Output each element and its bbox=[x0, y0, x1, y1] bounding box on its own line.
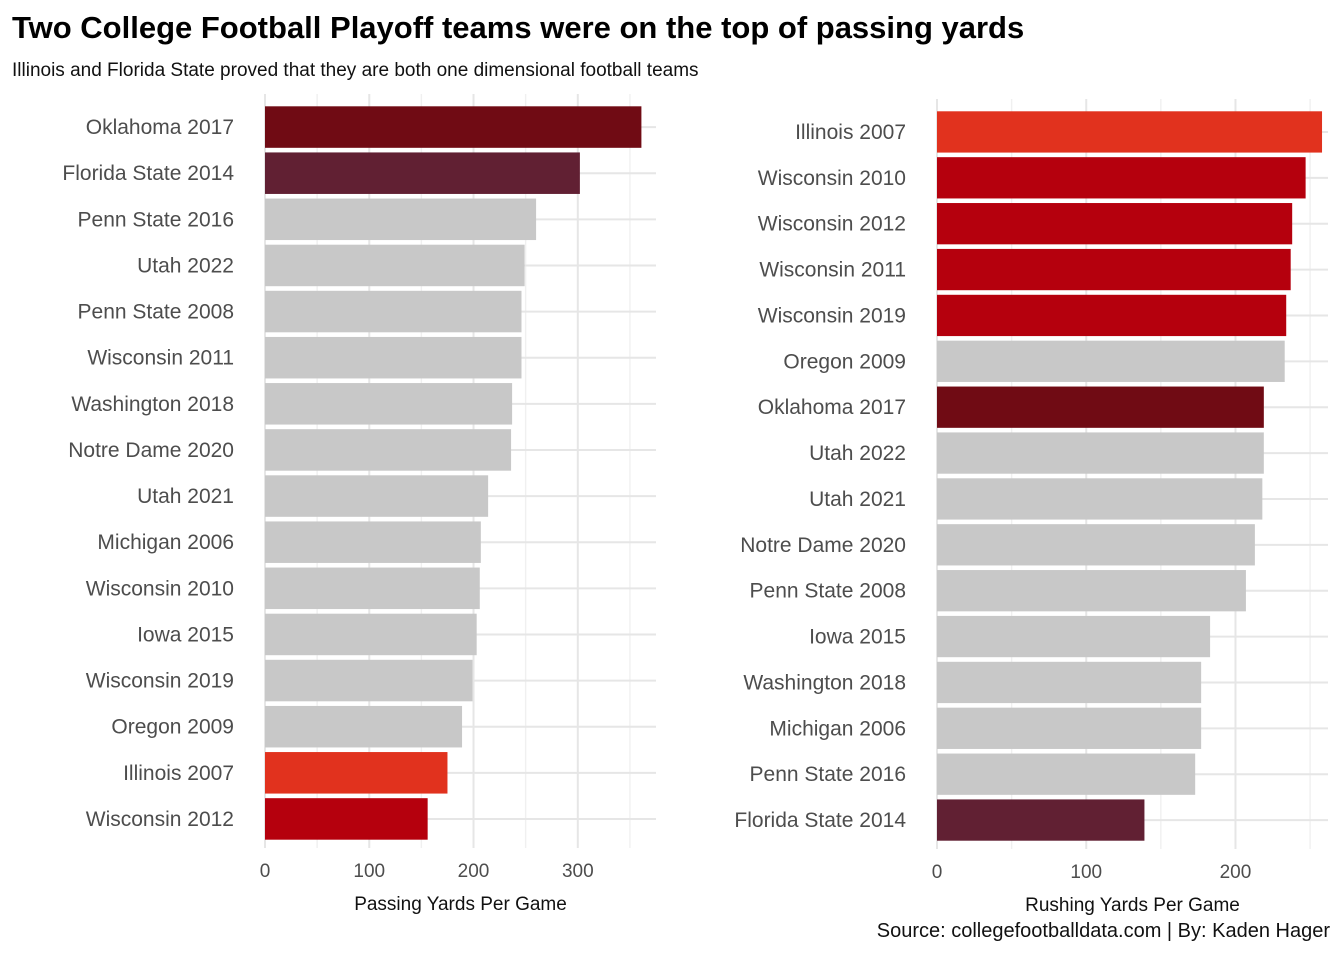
bar bbox=[265, 336, 522, 379]
chart-subtitle: Illinois and Florida State proved that t… bbox=[12, 60, 699, 81]
category-label: Wisconsin 2011 bbox=[759, 259, 906, 282]
bar bbox=[265, 705, 463, 748]
bar bbox=[937, 524, 1255, 566]
category-label: Wisconsin 2012 bbox=[758, 213, 906, 236]
category-label: Utah 2021 bbox=[137, 485, 234, 508]
x-tick-label: 100 bbox=[1070, 862, 1102, 883]
bar bbox=[937, 248, 1291, 291]
bar bbox=[937, 386, 1264, 428]
bar bbox=[937, 753, 1196, 795]
category-label: Iowa 2015 bbox=[809, 626, 906, 649]
bar bbox=[265, 798, 428, 840]
bar bbox=[265, 475, 489, 517]
x-tick-label: 200 bbox=[458, 861, 490, 882]
category-label: Wisconsin 2010 bbox=[758, 167, 906, 190]
category-label: Illinois 2007 bbox=[795, 121, 906, 144]
category-label: Iowa 2015 bbox=[137, 623, 234, 646]
chart-title: Two College Football Playoff teams were … bbox=[12, 10, 1025, 45]
category-label: Wisconsin 2010 bbox=[86, 577, 234, 600]
category-label: Florida State 2014 bbox=[62, 162, 234, 185]
bar bbox=[937, 203, 1293, 245]
category-label: Utah 2022 bbox=[137, 254, 234, 277]
bar bbox=[265, 152, 580, 194]
category-label: Illinois 2007 bbox=[123, 762, 234, 785]
x-tick-label: 300 bbox=[562, 861, 594, 882]
bar bbox=[265, 659, 473, 702]
x-tick-label: 0 bbox=[260, 861, 271, 882]
bar bbox=[265, 521, 481, 563]
bar bbox=[265, 106, 642, 148]
bar bbox=[937, 340, 1285, 382]
category-label: Washington 2018 bbox=[71, 393, 234, 416]
category-label: Utah 2022 bbox=[809, 442, 906, 465]
category-label: Wisconsin 2019 bbox=[758, 304, 906, 327]
bar bbox=[937, 478, 1263, 520]
category-label: Washington 2018 bbox=[743, 671, 906, 694]
bar bbox=[937, 661, 1202, 704]
bar bbox=[937, 570, 1246, 612]
bar bbox=[265, 290, 522, 333]
category-label: Notre Dame 2020 bbox=[68, 439, 234, 462]
category-label: Florida State 2014 bbox=[734, 809, 906, 832]
bar bbox=[265, 244, 525, 287]
bar bbox=[265, 383, 513, 425]
category-label: Notre Dame 2020 bbox=[740, 534, 906, 557]
category-label: Wisconsin 2019 bbox=[86, 670, 234, 693]
category-label: Michigan 2006 bbox=[769, 717, 906, 740]
bar bbox=[265, 752, 448, 794]
category-label: Oregon 2009 bbox=[111, 716, 234, 739]
category-label: Penn State 2016 bbox=[750, 763, 906, 786]
category-label: Penn State 2016 bbox=[78, 208, 234, 231]
x-tick-label: 200 bbox=[1220, 862, 1252, 883]
bar bbox=[937, 615, 1211, 658]
category-label: Utah 2021 bbox=[809, 488, 906, 511]
bar bbox=[937, 294, 1287, 337]
bar bbox=[937, 799, 1145, 841]
bar bbox=[937, 111, 1323, 153]
category-label: Penn State 2008 bbox=[750, 580, 906, 603]
category-label: Michigan 2006 bbox=[97, 531, 234, 554]
category-label: Wisconsin 2011 bbox=[87, 347, 234, 370]
x-axis-title: Rushing Yards Per Game bbox=[1025, 895, 1240, 916]
category-label: Penn State 2008 bbox=[78, 301, 234, 324]
bar bbox=[265, 198, 537, 241]
bar bbox=[265, 429, 512, 471]
bar bbox=[937, 707, 1202, 749]
bar bbox=[937, 432, 1264, 474]
category-label: Oregon 2009 bbox=[783, 350, 906, 373]
x-tick-label: 100 bbox=[353, 861, 385, 882]
category-label: Oklahoma 2017 bbox=[758, 396, 906, 419]
bar bbox=[265, 567, 480, 610]
x-axis-title: Passing Yards Per Game bbox=[354, 894, 567, 915]
category-label: Wisconsin 2012 bbox=[86, 808, 234, 831]
x-tick-label: 0 bbox=[932, 862, 943, 883]
bar bbox=[937, 157, 1306, 199]
category-label: Oklahoma 2017 bbox=[86, 116, 234, 139]
bar bbox=[265, 613, 477, 656]
source-caption: Source: collegefootballdata.com | By: Ka… bbox=[876, 920, 1330, 942]
